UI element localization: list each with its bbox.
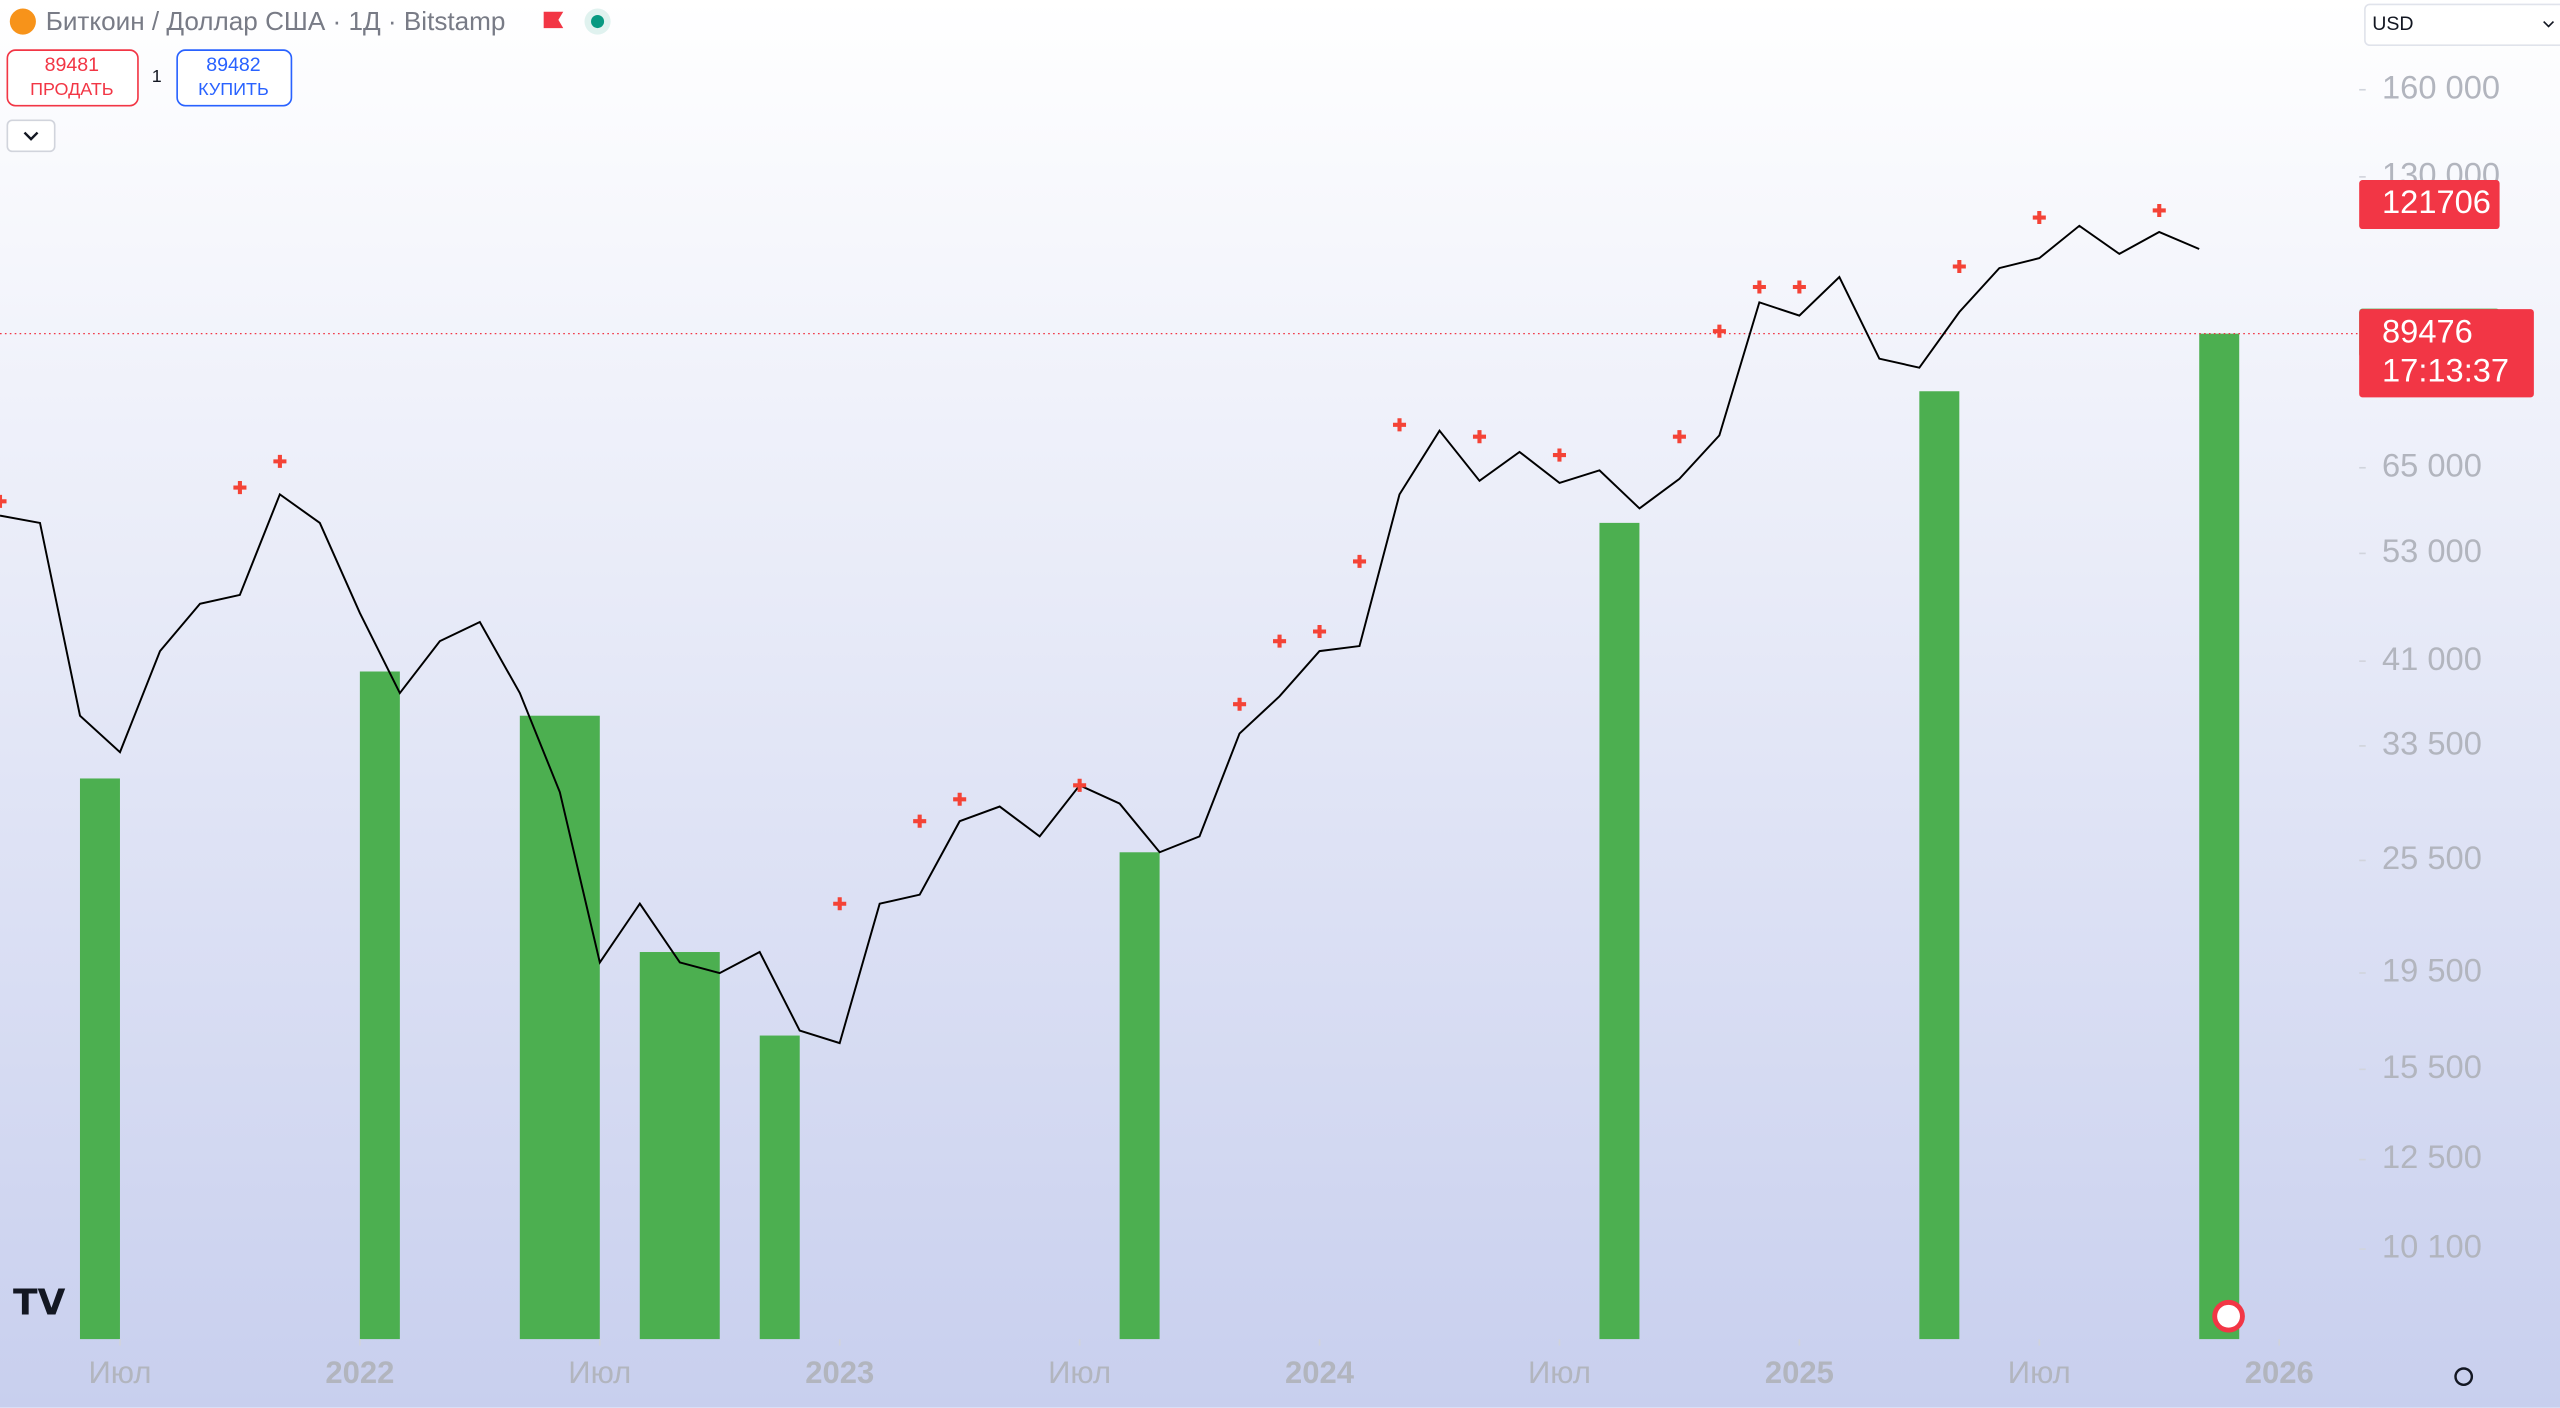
currency-select[interactable] — [2364, 3, 2560, 47]
signal-cross — [1392, 418, 1407, 432]
signal-cross — [1672, 430, 1686, 444]
signal-cross — [2152, 203, 2166, 218]
price-label: 121706 — [2382, 183, 2491, 220]
signal-cross — [1952, 259, 1966, 274]
y-tick-label: 33 500 — [2382, 725, 2482, 762]
x-tick-label: Июл — [88, 1355, 151, 1390]
signal-cross — [2032, 210, 2046, 225]
buy-label: КУПИТЬ — [198, 79, 269, 99]
signal-cross — [833, 897, 847, 911]
signal-cross — [1752, 280, 1766, 294]
signal-zone — [519, 715, 600, 1340]
status-dot — [591, 15, 605, 29]
signal-zone — [759, 1035, 800, 1340]
chevron — [23, 131, 39, 141]
event-icon-inner — [2217, 1304, 2240, 1328]
signal-zone — [359, 671, 400, 1340]
logo: 𝗧𝗩 — [13, 1281, 65, 1322]
currency: USD — [2372, 13, 2413, 35]
buy-button[interactable] — [176, 49, 293, 107]
signal-cross — [1233, 697, 1247, 711]
countdown: 17:13:37 — [2382, 351, 2509, 388]
signal-cross — [1712, 324, 1726, 338]
y-tick-label: 10 100 — [2382, 1228, 2482, 1265]
signal-cross — [1313, 624, 1327, 639]
signal-zone — [639, 952, 720, 1340]
y-tick-label: 12 500 — [2382, 1138, 2482, 1175]
x-tick-label: 2024 — [1285, 1355, 1355, 1390]
signal-zone — [1919, 391, 1960, 1340]
y-tick-label: 25 500 — [2382, 839, 2482, 876]
chevron — [2543, 20, 2555, 28]
buy-price: 89482 — [206, 54, 260, 76]
settings-icon[interactable] — [2454, 1367, 2474, 1387]
collapse-button[interactable] — [6, 119, 56, 153]
y-tick-label: 15 500 — [2382, 1048, 2482, 1085]
x-tick-label: Июл — [1048, 1355, 1111, 1390]
flag-icon — [543, 11, 564, 29]
signal-cross — [233, 481, 247, 495]
x-tick-label: 2022 — [325, 1355, 394, 1390]
price-label: 89476 — [2382, 312, 2473, 349]
price-label-box — [2359, 309, 2534, 398]
price-line — [0, 224, 2200, 1045]
signal-cross — [1273, 634, 1287, 648]
signal-cross — [1352, 554, 1367, 568]
signal-cross — [1472, 430, 1487, 444]
x-tick-label: Июл — [2008, 1355, 2071, 1390]
signal-cross — [1073, 778, 1087, 792]
y-tick-label: 53 000 — [2382, 532, 2482, 569]
plot-area — [0, 203, 2360, 1340]
x-tick-label: 2023 — [805, 1355, 874, 1390]
sell-price: 89481 — [45, 54, 99, 76]
signal-zone — [1599, 522, 1640, 1340]
signal-cross — [913, 814, 927, 828]
signal-zone — [1119, 852, 1160, 1340]
y-tick-label: 65 000 — [2382, 446, 2482, 483]
quantity: 1 — [152, 66, 162, 86]
y-tick-label: 41 000 — [2382, 640, 2482, 677]
signal-cross — [953, 792, 967, 806]
signal-zone — [2199, 333, 2240, 1340]
price-axis — [2359, 0, 2560, 1408]
x-tick-label: Июл — [568, 1355, 631, 1390]
axes: 10 100 12 500 15 500 19 500 25 500 33 500 41 0… — [88, 68, 2534, 1390]
x-tick-label: 2026 — [2245, 1355, 2314, 1390]
signal-cross — [1792, 280, 1806, 294]
signal-cross — [0, 494, 7, 508]
signal-cross — [273, 454, 287, 468]
coin-icon — [9, 8, 36, 35]
x-tick-label: Июл — [1528, 1355, 1591, 1390]
signal-cross — [1552, 448, 1566, 462]
symbol-title: Биткоин / Доллар США · 1Д · Bitstamp — [46, 6, 506, 36]
sell-label: ПРОДАТЬ — [30, 79, 113, 99]
x-tick-label: 2025 — [1765, 1355, 1834, 1390]
sell-button[interactable] — [6, 49, 139, 107]
y-tick-label: 19 500 — [2382, 952, 2482, 989]
signal-zone — [79, 778, 120, 1340]
price-label-box — [2359, 180, 2500, 230]
y-tick-label: 160 000 — [2382, 68, 2500, 105]
